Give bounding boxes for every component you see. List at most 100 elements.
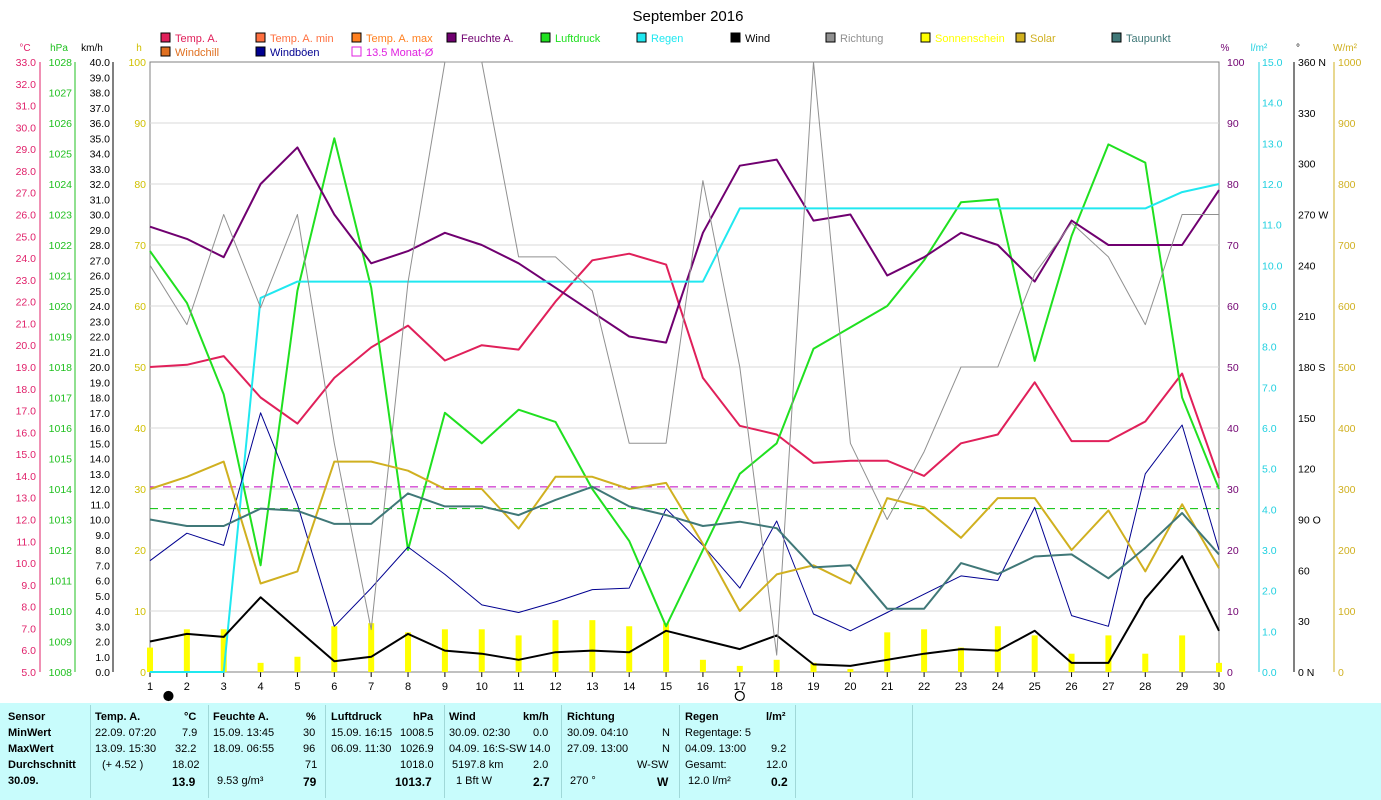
stats-max-label: MaxWert (8, 743, 54, 755)
stats-hum-header: Feuchte A. (213, 711, 269, 723)
stats-hum-avg: 71 (305, 759, 318, 771)
legend-swatch (160, 32, 171, 43)
stats-rain-total-label: Gesamt: (685, 759, 727, 771)
x-tick-label: 2 (184, 681, 190, 693)
tick-label-hum: 10 (1227, 606, 1239, 618)
legend-label: Solar (1030, 33, 1056, 45)
legend-label: Temp. A. (175, 33, 218, 45)
tick-label-temp: 30.0 (16, 122, 37, 134)
x-tick-label: 30 (1213, 681, 1225, 693)
tick-label-wind: 1.0 (95, 652, 110, 664)
tick-label-temp: 24.0 (16, 253, 37, 265)
tick-label-rain: 11.0 (1262, 220, 1282, 232)
sunshine-bar (773, 659, 780, 672)
stats-divider (208, 705, 209, 798)
tick-label-wind: 5.0 (95, 591, 110, 603)
tick-label-wind: 35.0 (90, 133, 111, 145)
tick-label-pressure: 1022 (49, 240, 73, 252)
tick-label-solar: 900 (1338, 118, 1356, 130)
tick-label-sun: 10 (134, 606, 146, 618)
x-tick-label: 13 (586, 681, 598, 693)
stats-divider (561, 705, 562, 798)
tick-label-wind: 10.0 (90, 515, 111, 527)
legend-label: Taupunkt (1126, 33, 1171, 45)
stats-rain-max-time: 04.09. 13:00 (685, 743, 747, 755)
sunshine-bar (294, 656, 301, 672)
tick-label-pressure: 1017 (49, 393, 73, 405)
tick-label-rain: 6.0 (1262, 423, 1277, 435)
chart-title: September 2016 (633, 8, 744, 25)
stats-wind-min: 0.0 (533, 727, 549, 739)
tick-label-rain: 13.0 (1262, 138, 1283, 150)
stats-pressure-min-time: 15.09. 16:15 (331, 727, 393, 739)
tick-label-temp: 16.0 (16, 427, 37, 439)
legend-swatch (825, 32, 836, 43)
sunshine-bar (257, 662, 264, 672)
sunshine-bar (405, 632, 412, 672)
tick-label-pressure: 1011 (49, 576, 72, 588)
tick-label-temp: 12.0 (16, 515, 37, 527)
stats-pressure-today: 1013.7 (395, 775, 432, 789)
legend-swatch (255, 46, 266, 57)
tick-label-temp: 22.0 (16, 297, 37, 309)
tick-label-pressure: 1024 (49, 179, 73, 191)
tick-label-wind: 3.0 (95, 621, 110, 633)
stats-min-label: MinWert (8, 727, 52, 739)
tick-label-rain: 4.0 (1262, 504, 1277, 516)
tick-label-wind: 27.0 (90, 255, 111, 267)
tick-label-rain: 2.0 (1262, 586, 1277, 598)
stats-wind-header: Wind (449, 711, 476, 723)
legend-swatch (446, 32, 457, 43)
x-tick-label: 1 (147, 681, 153, 693)
stats-rain-today: 0.2 (771, 775, 788, 789)
stats-dir-max: N (662, 743, 670, 755)
x-tick-label: 6 (331, 681, 337, 693)
tick-label-solar: 800 (1338, 179, 1356, 191)
tick-label-pressure: 1013 (49, 515, 73, 527)
stats-divider (444, 705, 445, 798)
tick-label-temp: 29.0 (16, 144, 37, 156)
tick-label-wind: 24.0 (90, 301, 111, 313)
weather-chart: September 2016 Temp. A. Windchill Temp. A.… (16, 8, 1362, 702)
tick-label-wind: 6.0 (95, 576, 110, 588)
tick-label-pressure: 1009 (49, 637, 73, 649)
legend-swatch (730, 32, 741, 43)
tick-label-hum: 30 (1227, 484, 1239, 496)
tick-label-temp: 25.0 (16, 231, 37, 243)
legend-label: 13.5 Monat-Ø (366, 47, 434, 59)
legend-label: Windchill (175, 47, 219, 59)
stats-panel: Sensor MinWert MaxWert Durchschnitt 30.0… (0, 703, 1381, 800)
stats-wind-max: 14.0 (529, 743, 551, 755)
tick-label-wind: 16.0 (90, 423, 111, 435)
legend-swatch (255, 32, 266, 43)
tick-label-dir: 180 S (1298, 362, 1325, 374)
tick-label-wind: 11.0 (90, 499, 110, 511)
tick-label-solar: 400 (1338, 423, 1356, 435)
stats-wind-avg: 2.0 (533, 759, 549, 771)
tick-label-pressure: 1018 (49, 362, 73, 374)
tick-label-temp: 19.0 (16, 362, 37, 374)
tick-label-temp: 8.0 (21, 602, 36, 614)
tick-label-sun: 90 (134, 118, 146, 130)
stats-rain-unit: l/m² (766, 711, 786, 723)
sunshine-bar (957, 647, 964, 672)
tick-label-pressure: 1028 (49, 57, 73, 69)
stats-pressure-unit: hPa (413, 711, 434, 723)
sunshine-bar (847, 668, 854, 672)
stats-temp-header: Temp. A. (95, 711, 141, 723)
stats-avg-label: Durchschnitt (8, 759, 76, 771)
tick-label-temp: 14.0 (16, 471, 37, 483)
x-tick-label: 14 (623, 681, 635, 693)
x-tick-label: 17 (734, 681, 746, 693)
x-tick-label: 26 (1065, 681, 1077, 693)
tick-label-wind: 9.0 (95, 530, 110, 542)
tick-label-temp: 31.0 (16, 101, 37, 113)
stats-divider (912, 705, 913, 798)
axis-unit-label: °C (19, 43, 30, 54)
series-line-temp-a- (149, 252, 1220, 479)
stats-divider (795, 705, 796, 798)
tick-label-wind: 22.0 (90, 332, 111, 344)
tick-label-dir: 150 (1298, 413, 1316, 425)
tick-label-temp: 23.0 (16, 275, 37, 287)
stats-rain-today-note: 12.0 l/m² (688, 775, 731, 787)
